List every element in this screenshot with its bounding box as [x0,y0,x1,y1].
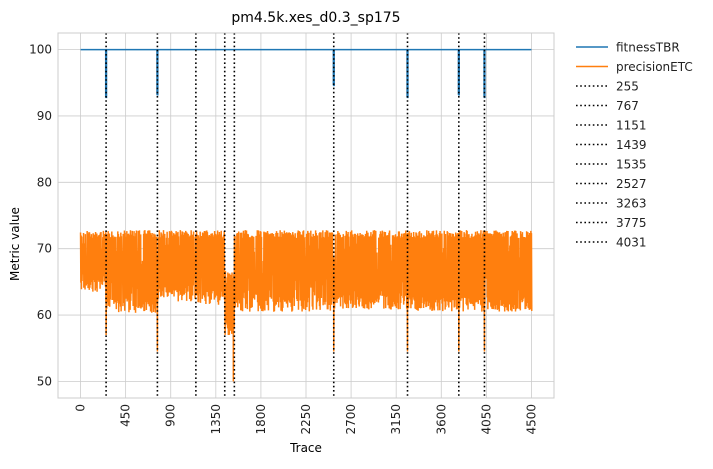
legend-label-1439: 1439 [616,138,647,152]
y-tick-label: 60 [37,308,52,322]
x-tick-label: 1350 [209,404,223,435]
legend-label-1151: 1151 [616,119,647,133]
chart-title: pm4.5k.xes_d0.3_sp175 [231,10,400,26]
plot-layer: 50 60 70 80 90 100 0 450 900 1350 1800 2250 2700 3150… [29,32,555,435]
legend-label-fitnessTBR: fitnessTBR [616,41,680,55]
y-axis-label: Metric value [8,207,22,281]
x-tick-label: 4500 [524,404,538,435]
x-tick-label: 0 [74,404,88,412]
x-tick-label: 3600 [434,404,448,435]
legend-label-4031: 4031 [616,236,647,250]
x-tick-label: 4050 [479,404,493,435]
x-tick-label: 3150 [389,404,403,435]
y-tick-label: 90 [37,109,52,123]
x-tick-label: 2700 [344,404,358,435]
y-tick-label: 80 [37,175,52,189]
legend: fitnessTBR precisionETC 255 767 1151 1439 1535… [576,41,693,250]
x-axis-label: Trace [289,441,322,455]
legend-label-1535: 1535 [616,158,647,172]
y-tick-label: 100 [29,43,52,57]
x-tick-label: 450 [119,404,133,427]
legend-label-255: 255 [616,80,639,94]
axes-frame [57,32,555,399]
legend-label-precisionETC: precisionETC [616,60,693,74]
legend-label-3263: 3263 [616,197,647,211]
legend-label-3775: 3775 [616,216,647,230]
y-tick-label: 50 [37,374,52,388]
x-tick-label: 900 [164,404,178,427]
y-tick-label: 70 [37,242,52,256]
legend-label-2527: 2527 [616,177,647,191]
x-tick-label: 1800 [254,404,268,435]
legend-label-767: 767 [616,99,639,113]
series-fitnessTBR-line [80,48,532,99]
series-precisionETC-line [79,230,533,382]
x-tick-label: 2250 [299,404,313,435]
